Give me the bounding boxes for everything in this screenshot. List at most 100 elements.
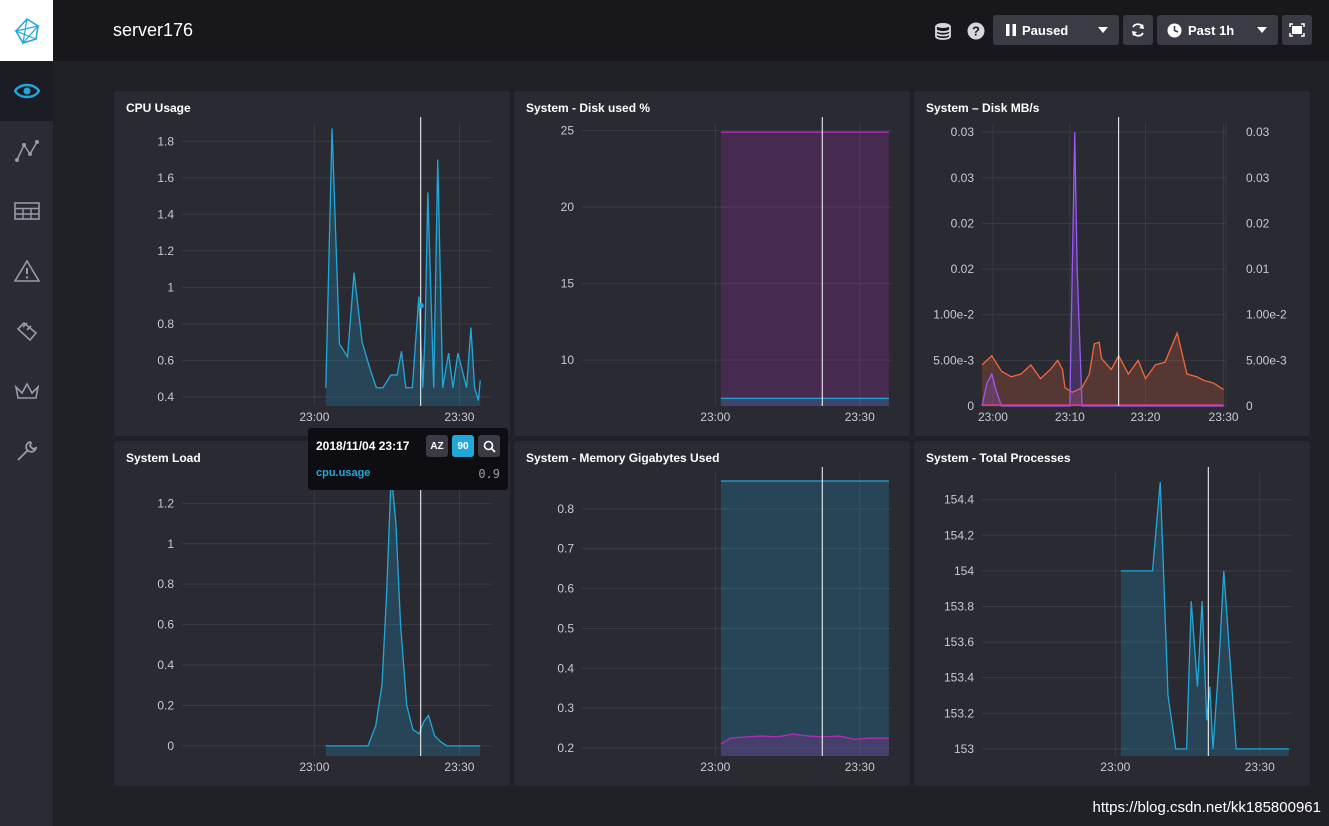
chevron-down-icon xyxy=(1257,27,1267,33)
series-line xyxy=(981,132,1224,407)
refresh-button[interactable] xyxy=(1123,15,1153,45)
y-tick-label-right: 1.00e-2 xyxy=(1246,308,1287,322)
wrench-icon xyxy=(16,441,37,461)
series-area xyxy=(720,132,889,406)
series-area xyxy=(720,398,889,406)
y-tick-label-right: 0.01 xyxy=(1246,262,1270,276)
database-button[interactable] xyxy=(929,17,957,45)
series-area xyxy=(325,128,481,406)
time-range-dropdown[interactable]: Past 1h xyxy=(1157,15,1278,45)
y-tick-label: 0 xyxy=(167,739,174,753)
series-line xyxy=(1120,481,1289,750)
disk-used-chart[interactable]: 25 20 15 10 23:00 23:30 xyxy=(514,91,910,436)
sort-alpha-icon: AZ xyxy=(430,440,444,452)
y-tick-label: 0 xyxy=(967,399,974,413)
eye-icon xyxy=(13,83,40,99)
x-tick-label: 23:00 xyxy=(700,410,730,424)
y-tick-label: 153.2 xyxy=(944,706,974,720)
pause-dropdown[interactable]: Paused xyxy=(993,15,1119,45)
sort-value-button[interactable]: 90 xyxy=(452,435,474,457)
y-tick-label: 25 xyxy=(561,124,575,138)
y-tick-label: 153.4 xyxy=(944,671,974,685)
y-tick-label: 0.2 xyxy=(157,698,174,712)
pause-label: Paused xyxy=(1022,22,1069,38)
clock-icon xyxy=(1167,23,1182,37)
x-tick-label: 23:00 xyxy=(1100,760,1130,774)
sidebar-item-host[interactable] xyxy=(0,61,53,121)
y-tick-label-right: 0 xyxy=(1246,399,1253,413)
sidebar-item-configuration[interactable] xyxy=(0,421,53,481)
table-icon xyxy=(13,202,40,220)
panel-cpu-usage[interactable]: CPU Usage 1.8 1.6 1.4 1.2 1 0.8 0.6 0.4 23:00 23:… xyxy=(114,91,510,436)
series-area xyxy=(1120,481,1289,756)
total-processes-chart[interactable]: 154.4 154.2 154 153.8 153.6 153.4 153.2 153 23:0… xyxy=(914,441,1310,786)
x-tick-label: 23:20 xyxy=(1130,410,1160,424)
panel-system-load[interactable]: System Load 1.2 1 0.8 0.6 0.4 0.2 0 23:00 23:30 xyxy=(114,441,510,786)
pause-icon xyxy=(1006,24,1016,36)
panel-disk-mbs[interactable]: System – Disk MB/s 0.03 0.03 0.03 0.03 0.02 0… xyxy=(914,91,1310,436)
x-tick-label: 23:30 xyxy=(1245,760,1275,774)
y-tick-label: 1.6 xyxy=(157,171,174,185)
sidebar-item-alerting[interactable] xyxy=(0,241,53,301)
y-tick-label: 0.7 xyxy=(557,542,574,556)
y-tick-label: 0.02 xyxy=(951,216,975,230)
tooltip-series-name: cpu.usage xyxy=(316,467,371,479)
database-icon xyxy=(935,23,951,40)
x-tick-label: 23:30 xyxy=(845,760,875,774)
x-tick-label: 23:00 xyxy=(299,410,329,424)
series-area xyxy=(325,473,481,756)
time-range-label: Past 1h xyxy=(1188,22,1235,38)
tooltip-search-button[interactable] xyxy=(478,435,500,457)
panel-memory-used[interactable]: System - Memory Gigabytes Used 0.8 0.7 0.6… xyxy=(514,441,910,786)
sidebar-item-data-explorer[interactable] xyxy=(0,121,53,181)
y-tick-label: 0.6 xyxy=(157,353,174,367)
app-logo[interactable] xyxy=(0,0,53,61)
y-tick-label: 0.6 xyxy=(157,618,174,632)
sidebar-item-admin[interactable] xyxy=(0,361,53,421)
graph-icon xyxy=(14,140,39,162)
memory-used-chart[interactable]: 0.8 0.7 0.6 0.5 0.4 0.3 0.2 23:00 23:30 xyxy=(514,441,910,786)
y-tick-label: 0.8 xyxy=(557,502,574,516)
y-tick-label: 153.6 xyxy=(944,635,974,649)
panel-title: CPU Usage xyxy=(126,101,191,115)
system-load-chart[interactable]: 1.2 1 0.8 0.6 0.4 0.2 0 23:00 23:30 xyxy=(114,441,510,786)
sort-alpha-button[interactable]: AZ xyxy=(426,435,448,457)
fullscreen-button[interactable] xyxy=(1282,15,1312,45)
search-icon xyxy=(483,440,496,453)
watermark: https://blog.csdn.net/kk185800961 xyxy=(1092,799,1321,816)
y-tick-label: 20 xyxy=(561,200,575,214)
disk-mbs-chart[interactable]: 0.03 0.03 0.03 0.03 0.02 0.02 0.02 0.01 1.00e-2 1… xyxy=(914,91,1310,436)
hover-tooltip: 2018/11/04 23:17 AZ 90 cpu.usage 0.9 xyxy=(308,428,508,490)
sort-numeric-icon: 90 xyxy=(457,440,469,452)
cpu-usage-chart[interactable]: 1.8 1.6 1.4 1.2 1 0.8 0.6 0.4 23:00 23:30 xyxy=(114,91,510,436)
series-line xyxy=(325,128,481,401)
y-tick-label: 5.00e-3 xyxy=(933,353,974,367)
y-tick-label: 0.2 xyxy=(557,741,574,755)
panel-title: System – Disk MB/s xyxy=(926,101,1040,115)
y-tick-label: 1.2 xyxy=(157,244,174,258)
y-tick-label: 0.02 xyxy=(951,262,975,276)
y-tick-label: 154.4 xyxy=(944,493,974,507)
y-tick-label: 0.6 xyxy=(557,582,574,596)
help-button[interactable]: ? xyxy=(962,17,990,45)
y-tick-label: 15 xyxy=(561,277,575,291)
y-tick-label: 0.3 xyxy=(557,701,574,715)
sidebar-item-dashboards[interactable] xyxy=(0,181,53,241)
y-tick-label: 154 xyxy=(954,564,974,578)
chevron-down-icon xyxy=(1098,27,1108,33)
x-tick-label: 23:00 xyxy=(978,410,1008,424)
panel-total-processes[interactable]: System - Total Processes 154.4 154.2 154 15… xyxy=(914,441,1310,786)
y-tick-label: 0.4 xyxy=(157,390,174,404)
tooltip-time: 2018/11/04 23:17 xyxy=(316,439,410,453)
series-line xyxy=(720,733,889,745)
series-line xyxy=(325,472,481,747)
y-tick-label: 1.8 xyxy=(157,134,174,148)
page-title: server176 xyxy=(113,20,194,40)
sidebar-item-log-viewer[interactable] xyxy=(0,301,53,361)
x-tick-label: 23:00 xyxy=(299,760,329,774)
panel-title: System Load xyxy=(126,451,201,465)
panel-title: System - Total Processes xyxy=(926,451,1071,465)
panel-title: System - Memory Gigabytes Used xyxy=(526,451,720,465)
help-icon: ? xyxy=(967,22,985,40)
panel-disk-used[interactable]: System - Disk used % 25 20 15 10 23:00 23:30 xyxy=(514,91,910,436)
